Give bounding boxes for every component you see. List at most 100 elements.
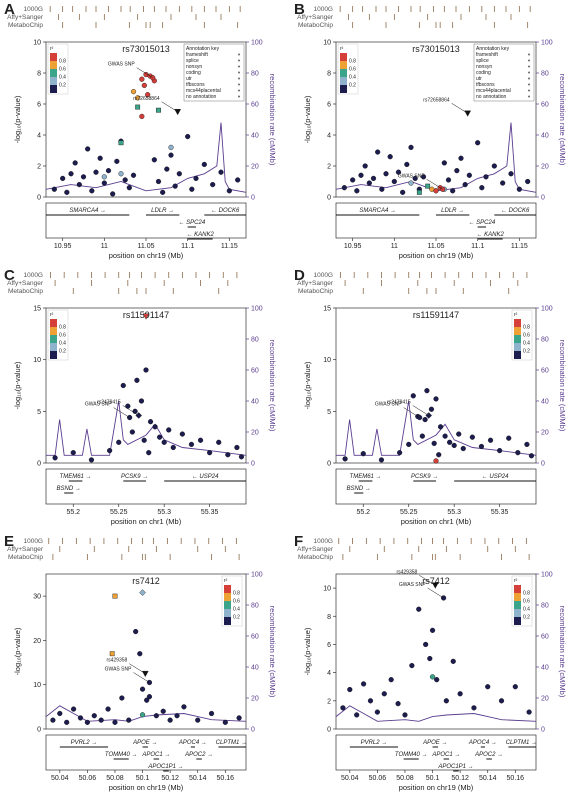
y2-axis-label: recombination rate (cM/Mb) — [268, 74, 277, 166]
annotation-key-symbol — [238, 95, 240, 98]
ld-swatch — [514, 343, 521, 351]
plot-title: rs7412 — [132, 576, 160, 586]
snp-point — [98, 717, 104, 723]
annotation-key-title: Annotation key — [476, 46, 510, 52]
y-tick-label: 2 — [327, 698, 331, 705]
gene-label: ← KANK2 — [476, 232, 504, 238]
snp-point — [406, 441, 412, 448]
annotation-key-symbol — [238, 65, 240, 68]
annotation-key-item: coding — [476, 70, 491, 76]
ld-swatch — [514, 617, 521, 625]
snp-point — [434, 677, 440, 683]
x-tick-label: 11.15 — [221, 243, 238, 250]
snp-point — [391, 178, 397, 185]
gene-label: APOC2 → — [474, 752, 503, 758]
annotation-key-symbol — [528, 95, 530, 98]
snp-point — [112, 593, 118, 599]
y2-tick-label: 100 — [251, 306, 263, 313]
plot-frame — [45, 307, 247, 464]
x-tick-label: 11.05 — [138, 243, 155, 250]
recombination-line — [335, 705, 537, 722]
ld-legend-label: 0.6 — [523, 333, 530, 339]
snp-point — [397, 450, 403, 456]
gene-label: APOC1P1 → — [147, 764, 183, 770]
snp-point — [402, 712, 408, 718]
snp-point — [151, 157, 157, 163]
snp-point — [166, 427, 172, 433]
ld-legend-label: 0.4 — [523, 607, 530, 613]
snp-point — [387, 154, 393, 160]
y2-tick-label: 20 — [251, 164, 259, 171]
y-tick-label: 10 — [33, 40, 41, 47]
plot-title: rs73015013 — [412, 44, 460, 54]
y2-tick-label: 40 — [541, 399, 549, 406]
track-label: Affy+Sanger — [7, 280, 44, 287]
x-axis-label: position on chr1 (Mb) — [111, 517, 182, 526]
x-tick-label: 11.1 — [181, 243, 194, 250]
ld-legend-label: 0.6 — [349, 67, 356, 73]
y-axis-label: -log₁₀(p-value) — [13, 627, 22, 675]
snp-point — [155, 178, 162, 185]
track-label: MetaboChip — [298, 22, 333, 29]
snp-point — [383, 171, 389, 177]
track-label: MetaboChip — [298, 554, 333, 561]
y2-tick-label: 60 — [541, 102, 549, 109]
track-label: Affy+Sanger — [297, 546, 334, 553]
x-tick-label: 50.14 — [189, 775, 207, 782]
label-leader — [136, 67, 153, 78]
gene-label: APOC4 → — [178, 740, 207, 746]
snp-point — [498, 698, 505, 704]
snp-point — [375, 149, 381, 155]
label-leader — [451, 103, 468, 114]
annotation-key-item: nonsyn — [186, 64, 202, 70]
x-tick-label: 55.2 — [356, 509, 370, 516]
ld-swatch — [514, 601, 521, 609]
track-label: MetaboChip — [8, 554, 43, 561]
gene-label: APOC4 → — [468, 740, 497, 746]
x-tick-label: 11.15 — [511, 243, 528, 250]
snp-point — [105, 706, 111, 712]
snp-label: GWAS SNP — [85, 402, 112, 408]
ld-legend-label: 0.4 — [233, 607, 240, 613]
ld-legend-title: r² — [340, 46, 344, 52]
gene-frame — [335, 734, 537, 771]
ld-swatch — [50, 319, 57, 327]
snp-point — [410, 393, 416, 399]
y2-tick-label: 40 — [251, 133, 259, 140]
snp-point — [226, 188, 232, 194]
snp-point — [110, 191, 116, 197]
snp-point — [451, 442, 457, 449]
snp-point — [70, 706, 77, 712]
annotation-key-item: no annotation — [476, 94, 507, 100]
annotation-key-symbol — [528, 89, 530, 92]
y2-tick-label: 80 — [251, 71, 259, 78]
ld-swatch — [224, 617, 231, 625]
y-tick-label: 8 — [327, 71, 331, 78]
annotation-key-item: tfbscons — [476, 82, 495, 88]
snp-point — [462, 182, 468, 188]
gene-label: APOC1P1 → — [437, 764, 473, 770]
snp-point — [80, 174, 87, 180]
ld-legend-title: r² — [224, 578, 228, 584]
snp-point — [422, 417, 428, 423]
x-tick-label: 50.04 — [341, 775, 359, 782]
annotation-key-symbol — [238, 89, 240, 92]
ld-legend-label: 0.6 — [59, 67, 66, 73]
x-tick-label: 11.1 — [471, 243, 484, 250]
ld-swatch — [340, 61, 347, 69]
annotation-key-item: splice — [186, 58, 199, 64]
ld-swatch — [50, 61, 57, 69]
track-label: Affy+Sanger — [7, 14, 44, 21]
snp-point — [137, 651, 143, 657]
gene-label: ← DOCK6 — [501, 208, 530, 214]
snp-point — [120, 382, 126, 389]
snp-point — [70, 450, 76, 456]
ld-legend-label: 0.2 — [59, 349, 66, 355]
snp-point — [458, 155, 464, 161]
snp-point — [525, 178, 531, 185]
gene-label: ← USP24 — [482, 474, 509, 480]
snp-point — [189, 186, 195, 192]
ld-legend-title: r² — [514, 578, 518, 584]
annotation-key-symbol — [528, 71, 530, 74]
